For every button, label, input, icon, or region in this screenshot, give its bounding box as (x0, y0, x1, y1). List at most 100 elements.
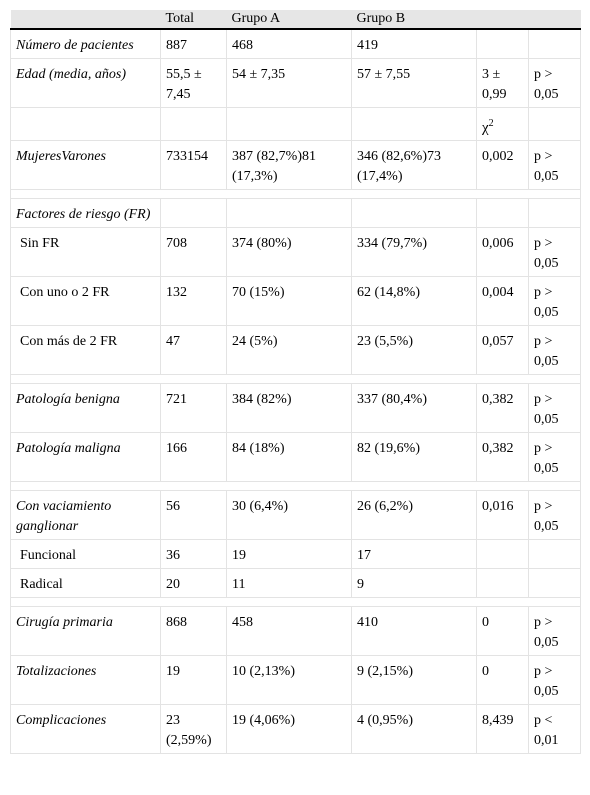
table-cell (160, 198, 227, 228)
spacer-cell (10, 189, 581, 199)
table-cell: 0,016 (476, 490, 529, 540)
header-row: Total Grupo A Grupo B (10, 10, 581, 30)
table-body: Número de pacientes 887 468 419 Edad (media,… (10, 29, 581, 754)
table-cell: 374 (80%) (226, 227, 352, 277)
table-cell: 10 (2,13%) (226, 655, 352, 705)
table-cell: 3 ± 0,99 (476, 58, 529, 108)
table-row: Con vaciamiento ganglionar 56 30 (6,4%) 26 … (10, 490, 581, 540)
table-cell (528, 29, 581, 59)
table-cell: 55,5 ± 7,45 (160, 58, 227, 108)
row-label: Complicaciones (10, 704, 161, 754)
table-cell: 384 (82%) (226, 383, 352, 433)
table-cell: 387 (82,7%)81 (17,3%) (226, 140, 352, 190)
table-cell: 132 (160, 276, 227, 326)
row-label: Con uno o 2 FR (10, 276, 161, 326)
table-cell: p > 0,05 (528, 140, 581, 190)
header-cell: Total (160, 10, 227, 30)
table-cell: 9 (2,15%) (351, 655, 477, 705)
table-cell: 54 ± 7,35 (226, 58, 352, 108)
table-cell: 0,002 (476, 140, 529, 190)
table-row: χ2 (10, 107, 581, 141)
table-cell: 9 (351, 568, 477, 598)
table-cell: 0,057 (476, 325, 529, 375)
row-label: MujeresVarones (10, 140, 161, 190)
table-cell: p > 0,05 (528, 325, 581, 375)
table-cell: p > 0,05 (528, 606, 581, 656)
table-cell: 47 (160, 325, 227, 375)
table-row: Radical 20 11 9 (10, 568, 581, 598)
table-cell: 36 (160, 539, 227, 569)
row-label: Sin FR (10, 227, 161, 277)
table-cell (476, 198, 529, 228)
table-cell: p > 0,05 (528, 383, 581, 433)
table-cell: 57 ± 7,55 (351, 58, 477, 108)
table-row: Complicaciones 23 (2,59%) 19 (4,06%) 4 (0,9… (10, 704, 581, 754)
spacer-row (10, 374, 581, 384)
table-cell: χ2 (476, 107, 529, 141)
table-cell (528, 107, 581, 141)
table-cell (528, 539, 581, 569)
table-row: Funcional 36 19 17 (10, 539, 581, 569)
table-cell: 868 (160, 606, 227, 656)
table-cell: 0,382 (476, 432, 529, 482)
header-cell: Grupo B (351, 10, 477, 30)
table-row: Con más de 2 FR 47 24 (5%) 23 (5,5%) 0,057 p … (10, 325, 581, 375)
table-cell: 70 (15%) (226, 276, 352, 326)
table-cell: 23 (5,5%) (351, 325, 477, 375)
table-row: MujeresVarones 733154 387 (82,7%)81 (17,3%… (10, 140, 581, 190)
table-cell (528, 568, 581, 598)
row-label (10, 107, 161, 141)
table-cell: 84 (18%) (226, 432, 352, 482)
table-cell: 346 (82,6%)73 (17,4%) (351, 140, 477, 190)
header-cell: Grupo A (226, 10, 352, 30)
row-label: Patología benigna (10, 383, 161, 433)
table-cell: 0,382 (476, 383, 529, 433)
table-cell (476, 568, 529, 598)
table-cell: 337 (80,4%) (351, 383, 477, 433)
table-cell: 82 (19,6%) (351, 432, 477, 482)
table-cell: p < 0,01 (528, 704, 581, 754)
table-cell: 17 (351, 539, 477, 569)
table-cell: 468 (226, 29, 352, 59)
table-cell: 8,439 (476, 704, 529, 754)
data-table: Total Grupo A Grupo B Número de paciente… (10, 10, 581, 754)
row-label: Patología maligna (10, 432, 161, 482)
table-cell: 419 (351, 29, 477, 59)
table-cell: 4 (0,95%) (351, 704, 477, 754)
table-cell: p > 0,05 (528, 58, 581, 108)
table-row: Patología benigna 721 384 (82%) 337 (80,4%)… (10, 383, 581, 433)
table-cell: p > 0,05 (528, 276, 581, 326)
row-label: Número de pacientes (10, 29, 161, 59)
table-row: Sin FR 708 374 (80%) 334 (79,7%) 0,006 p > 0,… (10, 227, 581, 277)
table-row: Con uno o 2 FR 132 70 (15%) 62 (14,8%) 0,004… (10, 276, 581, 326)
spacer-cell (10, 374, 581, 384)
row-label: Edad (media, años) (10, 58, 161, 108)
table-cell: 721 (160, 383, 227, 433)
table-cell: p > 0,05 (528, 227, 581, 277)
spacer-row (10, 189, 581, 199)
table-cell: 166 (160, 432, 227, 482)
table-cell (528, 198, 581, 228)
table-cell: 62 (14,8%) (351, 276, 477, 326)
table-row: Edad (media, años) 55,5 ± 7,45 54 ± 7,35 57… (10, 58, 581, 108)
table-cell: 11 (226, 568, 352, 598)
table-cell: 0 (476, 606, 529, 656)
table-cell: 887 (160, 29, 227, 59)
table-row: Totalizaciones 19 10 (2,13%) 9 (2,15%) 0 p > … (10, 655, 581, 705)
spacer-row (10, 597, 581, 607)
spacer-cell (10, 597, 581, 607)
table-row: Factores de riesgo (FR) (10, 198, 581, 228)
table-cell: 19 (226, 539, 352, 569)
row-label: Totalizaciones (10, 655, 161, 705)
table-cell: 0 (476, 655, 529, 705)
table-row: Patología maligna 166 84 (18%) 82 (19,6%) 0,… (10, 432, 581, 482)
table-cell (226, 107, 352, 141)
table-row: Cirugía primaria 868 458 410 0 p > 0,05 (10, 606, 581, 656)
row-label: Con vaciamiento ganglionar (10, 490, 161, 540)
table-cell: 26 (6,2%) (351, 490, 477, 540)
table-cell: p > 0,05 (528, 655, 581, 705)
table-cell: 20 (160, 568, 227, 598)
table-cell (351, 107, 477, 141)
table-cell (476, 539, 529, 569)
table-cell (351, 198, 477, 228)
